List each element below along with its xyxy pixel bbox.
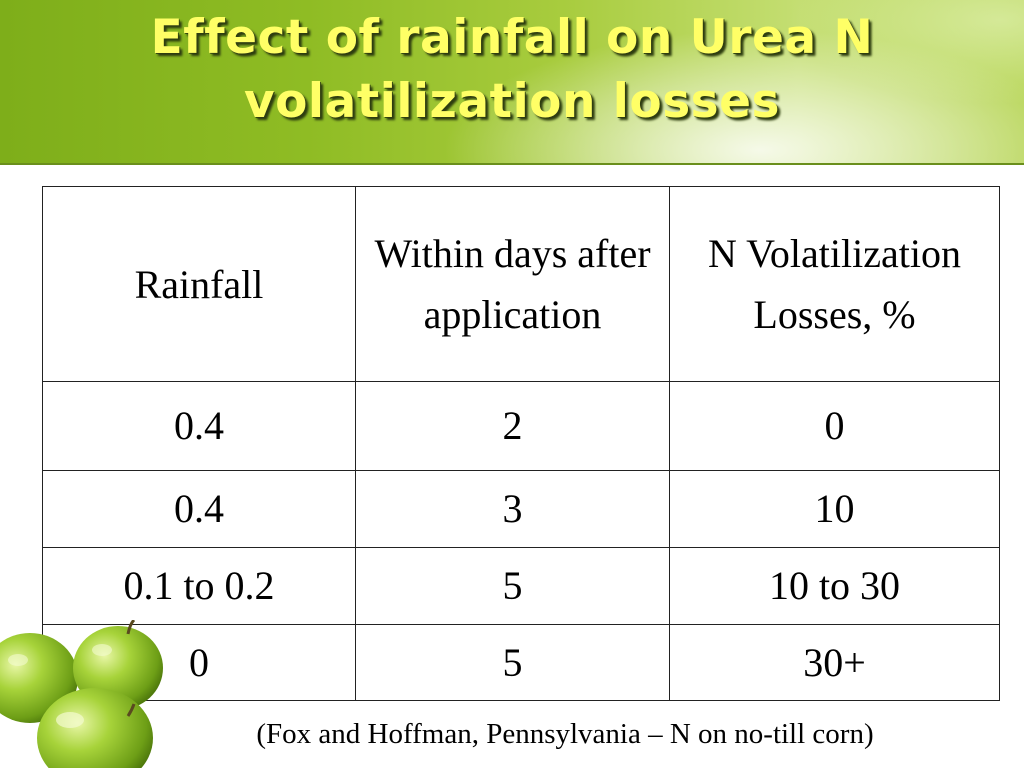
title-banner: Effect of rainfall on Urea N volatilizat… <box>0 0 1024 165</box>
header-n-losses: N Volatilization Losses, % <box>669 186 1000 382</box>
slide-title: Effect of rainfall on Urea N volatilizat… <box>150 10 874 129</box>
cell-losses: 30+ <box>669 624 1000 701</box>
table-row: 0.1 to 0.2 5 10 to 30 <box>42 547 1000 625</box>
cell-rainfall: 0.4 <box>42 381 356 471</box>
cell-losses: 10 to 30 <box>669 547 1000 625</box>
table-row: 0.4 3 10 <box>42 470 1000 548</box>
cell-rainfall: 0 <box>42 624 356 701</box>
cell-days: 2 <box>355 381 670 471</box>
table-row: 0 5 30+ <box>42 624 1000 701</box>
table-container: Rainfall Within days after application N… <box>42 186 1000 701</box>
table-row: 0.4 2 0 <box>42 381 1000 471</box>
table-source-caption: (Fox and Hoffman, Pennsylvania – N on no… <box>256 718 874 750</box>
cell-losses: 10 <box>669 470 1000 548</box>
cell-losses: 0 <box>669 381 1000 471</box>
cell-rainfall: 0.4 <box>42 470 356 548</box>
table-header-row: Rainfall Within days after application N… <box>42 186 1000 382</box>
cell-days: 3 <box>355 470 670 548</box>
cell-rainfall: 0.1 to 0.2 <box>42 547 356 625</box>
cell-days: 5 <box>355 624 670 701</box>
rainfall-volatilization-table: Rainfall Within days after application N… <box>42 186 1000 701</box>
header-within-days: Within days after application <box>355 186 670 382</box>
header-rainfall: Rainfall <box>42 186 356 382</box>
cell-days: 5 <box>355 547 670 625</box>
